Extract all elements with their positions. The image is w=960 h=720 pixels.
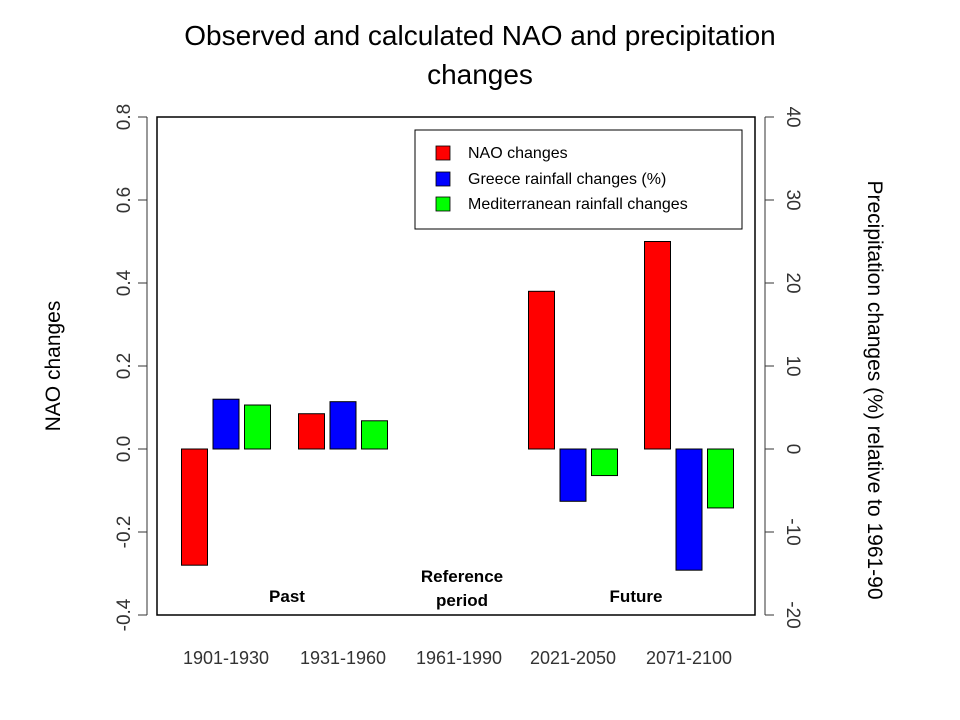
bar-greece-2021-2050 xyxy=(559,448,587,502)
plot-frame xyxy=(156,116,756,616)
annotation-past: Past xyxy=(269,587,305,606)
x-tick-label: 2021-2050 xyxy=(530,648,616,668)
legend-label-greece: Greece rainfall changes (%) xyxy=(468,171,666,188)
legend-label-nao: NAO changes xyxy=(468,145,568,162)
annotation-reference-line-2: period xyxy=(436,591,488,610)
bar-mediterranean-1931-1960 xyxy=(361,420,388,450)
bar-nao-2021-2050 xyxy=(528,290,555,450)
right-axis: -20 -10 0 10 20 30 40 xyxy=(764,106,803,629)
legend-box xyxy=(414,129,743,230)
right-tick-label: 0 xyxy=(782,444,803,455)
right-tick-label: 30 xyxy=(782,189,803,210)
legend-label-mediterranean: Mediterranean rainfall changes xyxy=(468,196,688,213)
legend-swatch-mediterranean xyxy=(435,196,451,212)
bar-nao-1931-1960 xyxy=(298,413,325,450)
legend-swatch-greece xyxy=(435,171,451,187)
left-tick-label: 0.6 xyxy=(114,187,135,213)
left-tick-label: 0.2 xyxy=(114,353,135,379)
annotation-reference-line-1: Reference xyxy=(421,567,503,586)
bar-mediterranean-2021-2050 xyxy=(591,448,618,477)
right-tick-label: -20 xyxy=(782,601,803,628)
y-axis-left-label: NAO changes xyxy=(42,301,65,432)
left-axis: -0.4 -0.2 0.0 0.2 0.4 0.6 0.8 xyxy=(114,104,148,631)
x-tick-label: 1931-1960 xyxy=(300,648,386,668)
y-axis-right-label: Precipitation changes (%) relative to 19… xyxy=(863,180,886,599)
left-tick-label: 0.0 xyxy=(114,436,135,462)
legend-swatch-nao xyxy=(435,145,451,161)
right-tick-label: 20 xyxy=(782,272,803,293)
right-tick-label: -10 xyxy=(782,518,803,545)
right-tick-label: 40 xyxy=(782,106,803,127)
left-tick-label: -0.2 xyxy=(114,516,135,549)
x-tick-label: 1901-1930 xyxy=(183,648,269,668)
bar-greece-2071-2100 xyxy=(675,448,703,571)
bar-greece-1931-1960 xyxy=(329,401,357,450)
bar-mediterranean-2071-2100 xyxy=(707,448,734,509)
left-tick-label: 0.8 xyxy=(114,104,135,130)
annotation-future: Future xyxy=(610,587,663,606)
x-tick-label: 1961-1990 xyxy=(416,648,502,668)
x-axis: 1901-1930 1931-1960 1961-1990 2021-2050 2071… xyxy=(183,648,732,668)
bar-mediterranean-1901-1930 xyxy=(244,404,271,450)
x-tick-label: 2071-2100 xyxy=(646,648,732,668)
chart-title-line-2: changes xyxy=(427,59,533,90)
bar-greece-1901-1930 xyxy=(212,398,240,450)
left-tick-label: 0.4 xyxy=(114,269,135,296)
right-tick-label: 10 xyxy=(782,355,803,376)
bar-nao-1901-1930 xyxy=(181,448,208,566)
chart-title-line-1: Observed and calculated NAO and precipit… xyxy=(184,20,775,51)
left-tick-label: -0.4 xyxy=(114,598,135,631)
bar-nao-2071-2100 xyxy=(644,241,671,450)
legend: NAO changes Greece rainfall changes (%) … xyxy=(414,129,743,230)
bars xyxy=(181,241,734,571)
